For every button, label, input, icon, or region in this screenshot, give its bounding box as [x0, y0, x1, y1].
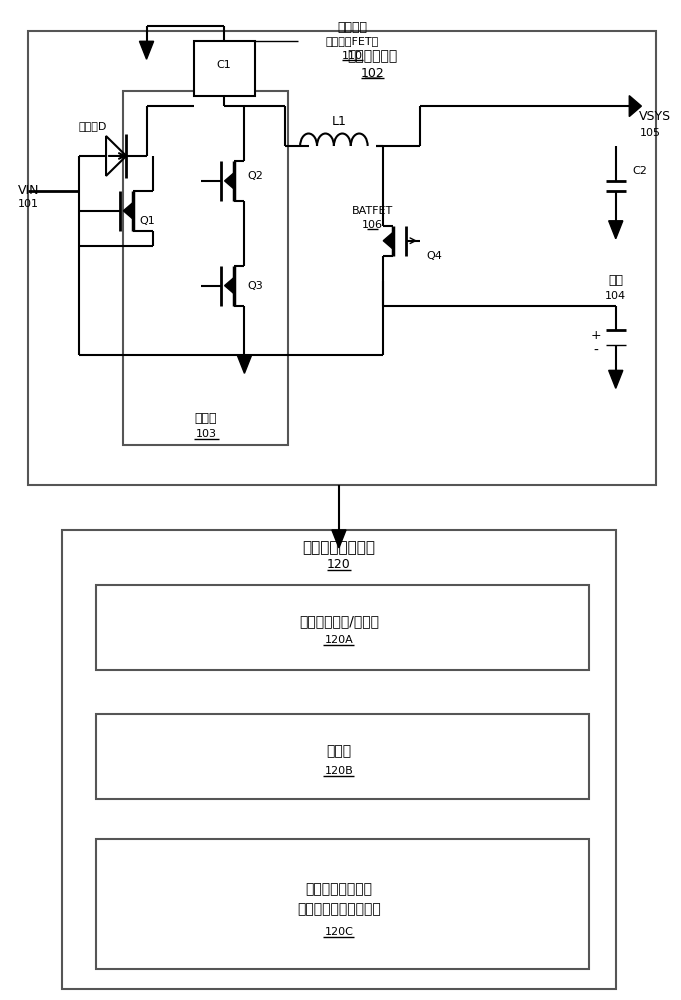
Text: 104: 104	[605, 291, 627, 301]
Text: 二极管D: 二极管D	[78, 121, 107, 131]
Text: C1: C1	[217, 60, 232, 70]
Text: Q3: Q3	[248, 281, 264, 291]
Polygon shape	[609, 221, 623, 239]
Text: 120A: 120A	[325, 635, 353, 645]
Text: 充电器功率级: 充电器功率级	[347, 49, 398, 63]
Text: 110: 110	[342, 51, 363, 61]
FancyBboxPatch shape	[96, 585, 589, 670]
Text: 电池: 电池	[608, 274, 623, 287]
FancyBboxPatch shape	[96, 839, 589, 969]
Text: L1: L1	[332, 115, 347, 128]
Text: 120C: 120C	[325, 927, 353, 937]
Text: VSYS: VSYS	[639, 110, 671, 123]
FancyBboxPatch shape	[123, 91, 288, 445]
Text: C2: C2	[633, 166, 648, 176]
Text: 120B: 120B	[325, 766, 353, 776]
FancyBboxPatch shape	[96, 714, 589, 799]
Text: +: +	[590, 329, 601, 342]
Text: Q1: Q1	[140, 216, 155, 226]
Polygon shape	[140, 41, 154, 59]
Text: Q2: Q2	[248, 171, 264, 181]
Text: 脉冲充电序列逻辑: 脉冲充电序列逻辑	[306, 882, 373, 896]
Polygon shape	[225, 277, 234, 294]
Text: 102: 102	[361, 67, 385, 80]
Text: （例如，FET）: （例如，FET）	[326, 36, 379, 46]
Polygon shape	[629, 96, 642, 117]
Text: 存储器控制器/处理器: 存储器控制器/处理器	[299, 615, 379, 629]
Text: 103: 103	[195, 429, 217, 439]
Text: Q4: Q4	[427, 251, 443, 261]
FancyBboxPatch shape	[194, 41, 255, 96]
Polygon shape	[123, 202, 133, 219]
Text: 电池充电器控制器: 电池充电器控制器	[302, 540, 375, 555]
Text: 降压级: 降压级	[195, 412, 217, 425]
Text: -: -	[593, 343, 598, 357]
Text: 101: 101	[18, 199, 39, 209]
Polygon shape	[225, 173, 234, 189]
FancyBboxPatch shape	[62, 530, 616, 989]
FancyBboxPatch shape	[29, 31, 656, 485]
Polygon shape	[609, 370, 623, 388]
Text: BATFET: BATFET	[352, 206, 394, 216]
Text: 存储器: 存储器	[326, 744, 351, 758]
Polygon shape	[383, 232, 393, 249]
Text: 105: 105	[639, 128, 661, 138]
Text: （具有模式选择逻辑）: （具有模式选择逻辑）	[297, 902, 381, 916]
Text: 120: 120	[327, 558, 351, 571]
Text: 监视电路: 监视电路	[338, 21, 368, 34]
Text: 106: 106	[362, 220, 383, 230]
Text: VIN: VIN	[18, 184, 39, 197]
Polygon shape	[238, 355, 251, 373]
Polygon shape	[332, 530, 346, 548]
